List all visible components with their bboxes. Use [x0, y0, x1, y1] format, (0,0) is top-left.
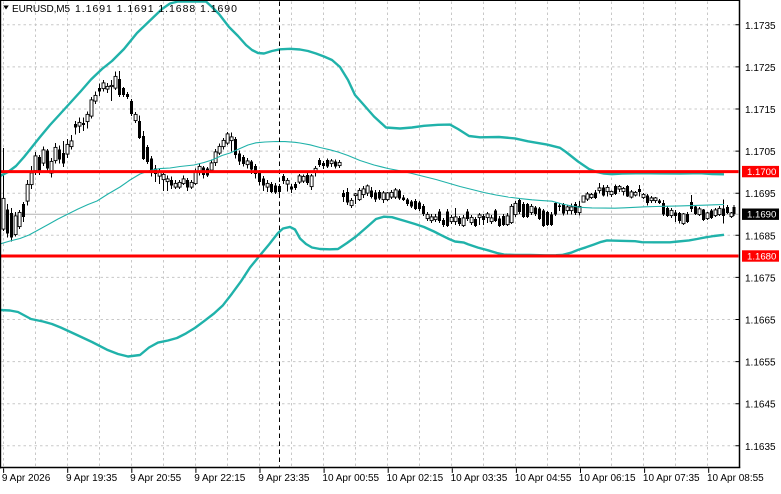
svg-text:9 Apr 22:15: 9 Apr 22:15: [194, 473, 246, 484]
svg-text:9 Apr 19:35: 9 Apr 19:35: [66, 473, 118, 484]
svg-text:1.1695: 1.1695: [745, 189, 776, 200]
svg-text:1.1635: 1.1635: [745, 442, 776, 453]
svg-text:10 Apr 00:55: 10 Apr 00:55: [322, 473, 379, 484]
svg-text:10 Apr 03:35: 10 Apr 03:35: [451, 473, 508, 484]
svg-text:9 Apr 2026: 9 Apr 2026: [2, 473, 51, 484]
svg-text:1.1675: 1.1675: [745, 273, 776, 284]
svg-text:1.1680: 1.1680: [747, 252, 776, 263]
svg-text:10 Apr 02:15: 10 Apr 02:15: [387, 473, 444, 484]
svg-text:1.1715: 1.1715: [745, 105, 776, 116]
svg-text:1.1735: 1.1735: [745, 21, 776, 32]
svg-text:1.1690: 1.1690: [747, 210, 776, 221]
svg-text:1.1705: 1.1705: [745, 147, 776, 158]
svg-text:10 Apr 07:35: 10 Apr 07:35: [643, 473, 700, 484]
svg-text:9 Apr 23:35: 9 Apr 23:35: [258, 473, 310, 484]
svg-text:1.1645: 1.1645: [745, 400, 776, 411]
svg-text:10 Apr 04:55: 10 Apr 04:55: [515, 473, 572, 484]
svg-text:1.1665: 1.1665: [745, 316, 776, 327]
svg-text:9 Apr 20:55: 9 Apr 20:55: [130, 473, 182, 484]
svg-text:1.1700: 1.1700: [747, 167, 776, 178]
svg-text:EURUSD,M5: EURUSD,M5: [12, 4, 71, 15]
svg-text:10 Apr 06:15: 10 Apr 06:15: [579, 473, 636, 484]
svg-text:1.1685: 1.1685: [745, 231, 776, 242]
svg-text:1.1655: 1.1655: [745, 358, 776, 369]
svg-text:1.1725: 1.1725: [745, 63, 776, 74]
svg-text:10 Apr 08:55: 10 Apr 08:55: [707, 473, 764, 484]
svg-text:1.1691 1.1691 1.1688 1.1690: 1.1691 1.1691 1.1688 1.1690: [75, 3, 238, 15]
